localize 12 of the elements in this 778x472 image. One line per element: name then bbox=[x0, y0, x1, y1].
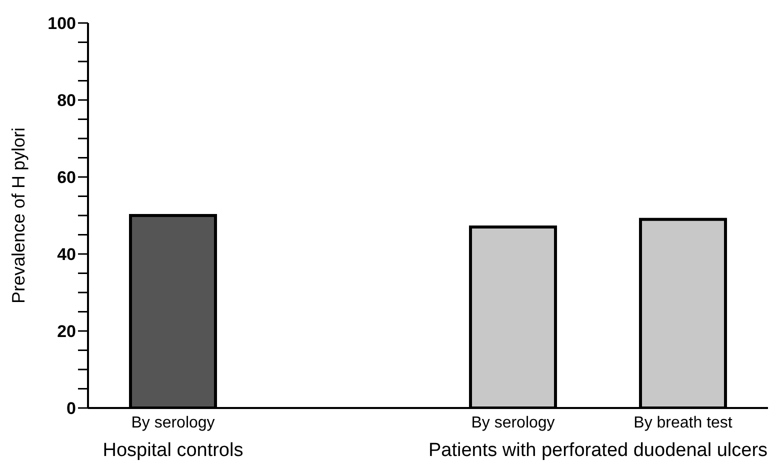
y-axis-title: Prevalence of H pylori bbox=[8, 127, 28, 304]
y-tick-label: 40 bbox=[57, 245, 76, 264]
y-tick-label: 60 bbox=[57, 168, 76, 188]
y-tick-label: 80 bbox=[57, 91, 76, 110]
x-tick-label: By serology bbox=[131, 414, 215, 432]
x-tick-label: By serology bbox=[471, 414, 555, 432]
y-tick-label: 20 bbox=[57, 322, 76, 342]
x-tick-label: By breath test bbox=[634, 414, 733, 432]
text: Hospital controls bbox=[102, 440, 244, 462]
y-tick-label: 100 bbox=[48, 14, 76, 34]
text: Patients with perforated duodenal ulcers bbox=[428, 440, 768, 462]
y-tick-label: 0 bbox=[66, 399, 76, 418]
